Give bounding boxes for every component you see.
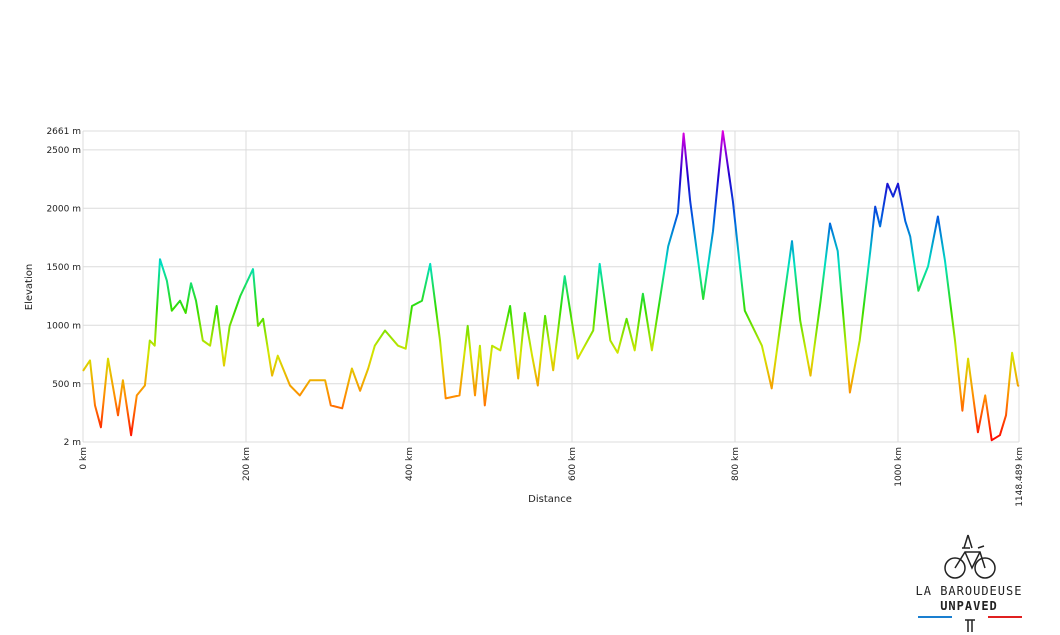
y-tick-label: 1000 m: [46, 321, 81, 331]
y-tick-label: 2661 m: [46, 127, 81, 137]
logo-line2: UNPAVED: [940, 599, 998, 613]
y-axis-label: Elevation: [24, 264, 35, 310]
elevation-line: [82, 130, 1020, 442]
x-tick-label: 400 km: [405, 447, 415, 481]
y-tick-label: 2000 m: [46, 204, 81, 214]
logo-line1: LA BAROUDEUSE: [916, 584, 1023, 598]
x-tick-label: 0 km: [79, 447, 89, 470]
x-tick-label: 1148.489 km: [1015, 447, 1025, 507]
logo: [944, 534, 996, 632]
y-tick-label: 2 m: [64, 438, 81, 448]
x-axis-label: Distance: [528, 494, 572, 505]
y-tick-label: 500 m: [52, 380, 81, 390]
y-tick-label: 1500 m: [46, 263, 81, 273]
x-tick-label: 800 km: [731, 447, 741, 481]
x-tick-label: 1000 km: [894, 447, 904, 487]
x-tick-label: 200 km: [242, 447, 252, 481]
y-tick-label: 2500 m: [46, 146, 81, 156]
x-tick-label: 600 km: [568, 447, 578, 481]
